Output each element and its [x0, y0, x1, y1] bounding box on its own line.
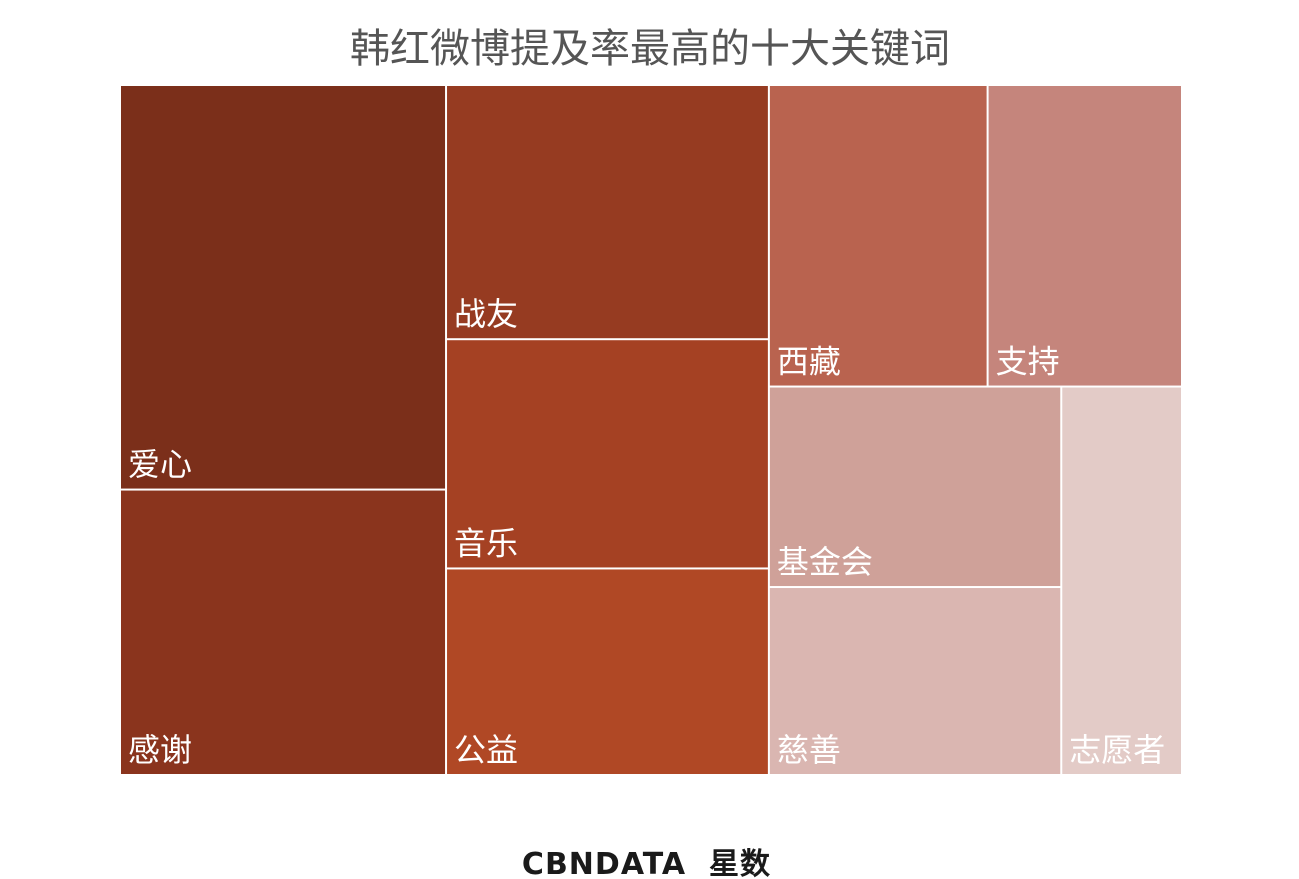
- cell-label: 西藏: [777, 343, 841, 381]
- cell-label: 战友: [454, 295, 518, 333]
- footer-name: 星数: [709, 847, 771, 879]
- footer-brand: CBNDATA: [522, 847, 686, 879]
- cell-label: 音乐: [454, 524, 518, 562]
- cell-label: 基金会: [777, 543, 873, 581]
- cell-label: 支持: [996, 343, 1060, 381]
- treemap-cell: [447, 340, 768, 568]
- cell-label: 爱心: [128, 446, 192, 484]
- treemap-cell: [769, 86, 987, 386]
- treemap-cell: [1062, 387, 1181, 774]
- treemap-cell: [121, 86, 446, 489]
- treemap-cell: [769, 588, 1061, 774]
- treemap-cell: [769, 387, 1061, 587]
- chart-title: 韩红微博提及率最高的十大关键词: [350, 26, 950, 72]
- treemap-cell: [447, 569, 768, 774]
- treemap-cell: [121, 490, 446, 774]
- treemap-cell: [447, 86, 768, 339]
- treemap: [121, 86, 1181, 774]
- cell-label: 慈善: [777, 731, 841, 769]
- treemap-cell: [988, 86, 1181, 386]
- cell-label: 志愿者: [1069, 731, 1165, 769]
- cell-label: 公益: [454, 731, 518, 769]
- cell-label: 感谢: [128, 731, 192, 769]
